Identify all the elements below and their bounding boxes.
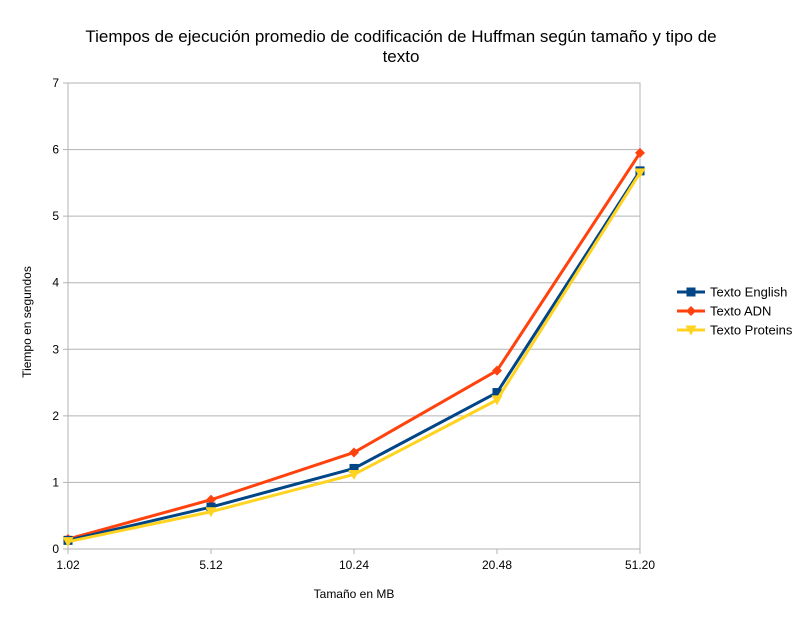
legend-label-texto-proteins: Texto Proteins [710, 323, 793, 338]
x-tick-label: 10.24 [339, 558, 369, 572]
legend-item-texto-adn: Texto ADN [677, 304, 771, 319]
legend-item-texto-proteins: Texto Proteins [677, 323, 793, 338]
y-tick-label: 1 [52, 475, 59, 489]
data-point-texto-english [349, 463, 359, 473]
data-point-texto-proteins [634, 168, 646, 179]
y-tick-label: 3 [52, 342, 59, 356]
legend-label-texto-adn: Texto ADN [710, 304, 771, 319]
series-texto-proteins [62, 168, 646, 548]
data-point-texto-english [206, 502, 216, 512]
y-axis-ticks: 0 1 2 3 4 5 6 7 [52, 76, 68, 556]
series-texto-english [63, 166, 645, 545]
legend-marker-texto-adn [686, 306, 696, 316]
gridlines [68, 82, 640, 550]
data-point-texto-proteins [491, 395, 503, 406]
y-tick-label: 5 [52, 209, 59, 223]
y-axis-label: Tiempo en segundos [20, 266, 34, 378]
legend-marker-texto-english [686, 287, 696, 297]
series-line-texto-proteins [66, 171, 642, 544]
x-tick-label: 5.12 [199, 558, 223, 572]
chart-title-line-1: Tiempos de ejecución promedio de codific… [85, 27, 716, 46]
series-texto-adn [63, 147, 645, 545]
data-point-texto-adn [349, 447, 359, 458]
data-point-texto-proteins [62, 537, 74, 548]
series-line-texto-english [66, 169, 642, 542]
x-tick-label: 1.02 [56, 558, 80, 572]
data-point-texto-adn [492, 365, 502, 376]
y-tick-label: 4 [52, 276, 59, 290]
y-tick-label: 0 [52, 542, 59, 556]
x-tick-label: 20.48 [482, 558, 512, 572]
legend-item-texto-english: Texto English [677, 285, 787, 300]
x-axis-label: Tamaño en MB [314, 587, 395, 601]
data-point-texto-adn [206, 494, 216, 505]
data-point-texto-adn [635, 147, 645, 158]
y-tick-label: 6 [52, 143, 59, 157]
data-point-texto-proteins [205, 507, 217, 518]
chart-title: Tiempos de ejecución promedio de codific… [85, 27, 716, 66]
legend: Texto English Texto ADN Texto Proteins [677, 285, 793, 338]
x-tick-label: 51.20 [625, 558, 655, 572]
legend-label-texto-english: Texto English [710, 285, 787, 300]
data-point-texto-english [492, 388, 502, 398]
legend-marker-texto-proteins [685, 325, 697, 336]
data-point-texto-proteins [348, 469, 360, 480]
chart-title-line-2: texto [383, 47, 420, 66]
series-line-texto-adn [66, 151, 642, 541]
x-axis-ticks: 1.02 5.12 10.24 20.48 51.20 [56, 549, 655, 572]
y-tick-label: 2 [52, 409, 59, 423]
series-lines [62, 147, 646, 548]
y-tick-label: 7 [52, 76, 59, 90]
